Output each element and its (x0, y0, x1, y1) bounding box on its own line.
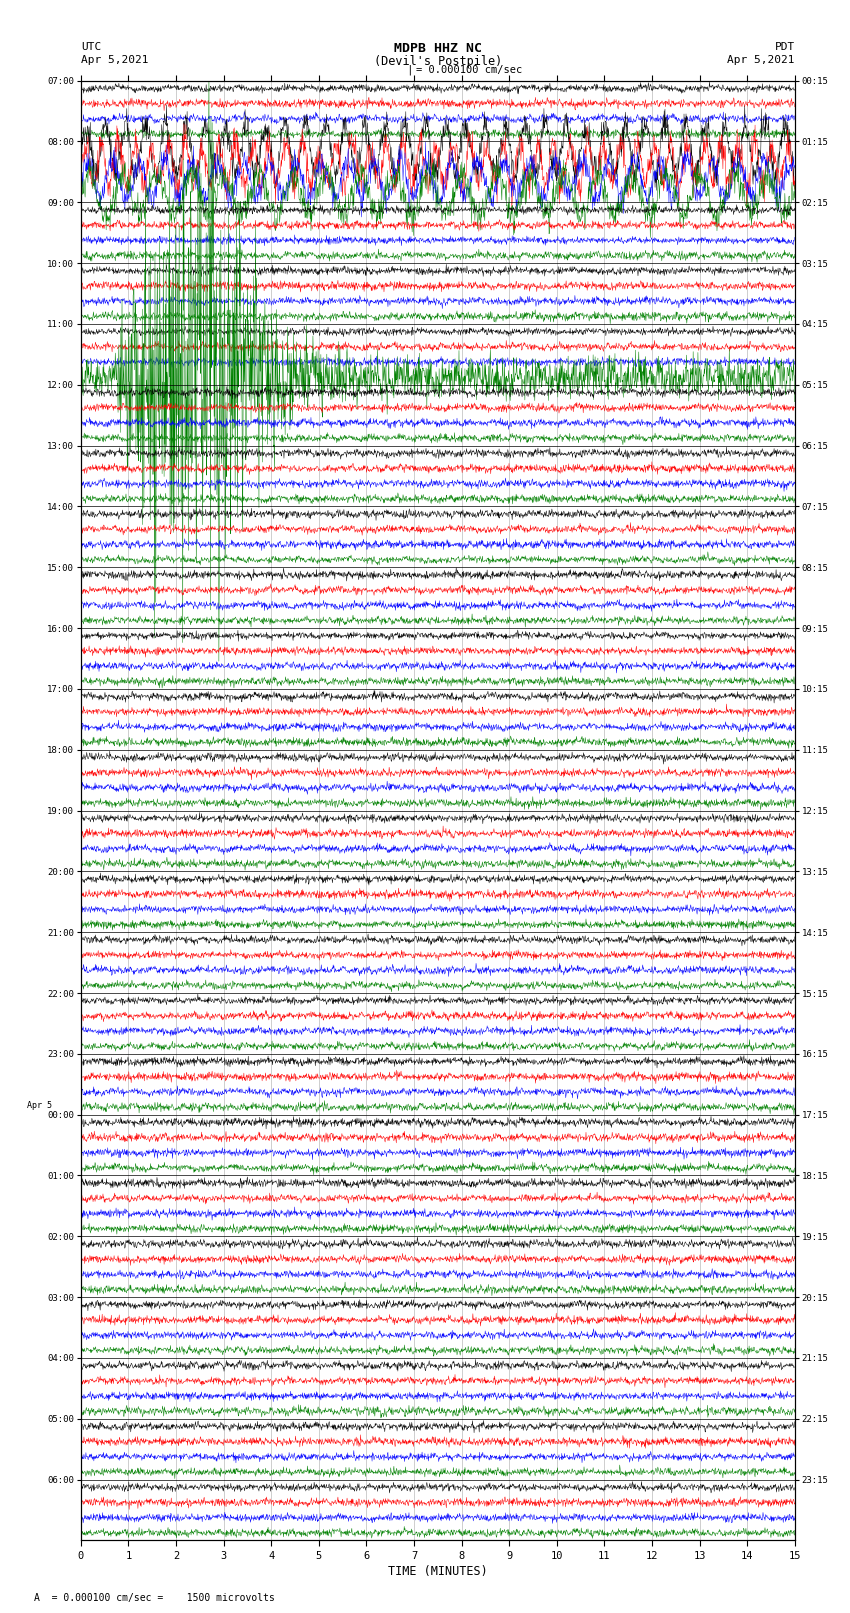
Text: PDT: PDT (774, 42, 795, 52)
X-axis label: TIME (MINUTES): TIME (MINUTES) (388, 1565, 488, 1578)
Text: A  = 0.000100 cm/sec =    1500 microvolts: A = 0.000100 cm/sec = 1500 microvolts (34, 1594, 275, 1603)
Text: (Devil's Postpile): (Devil's Postpile) (374, 55, 502, 68)
Text: Apr 5: Apr 5 (27, 1102, 52, 1110)
Text: = 0.000100 cm/sec: = 0.000100 cm/sec (416, 65, 523, 74)
Text: Apr 5,2021: Apr 5,2021 (81, 55, 148, 65)
Text: |: | (406, 65, 413, 76)
Text: Apr 5,2021: Apr 5,2021 (728, 55, 795, 65)
Text: UTC: UTC (81, 42, 101, 52)
Text: MDPB HHZ NC: MDPB HHZ NC (394, 42, 482, 55)
